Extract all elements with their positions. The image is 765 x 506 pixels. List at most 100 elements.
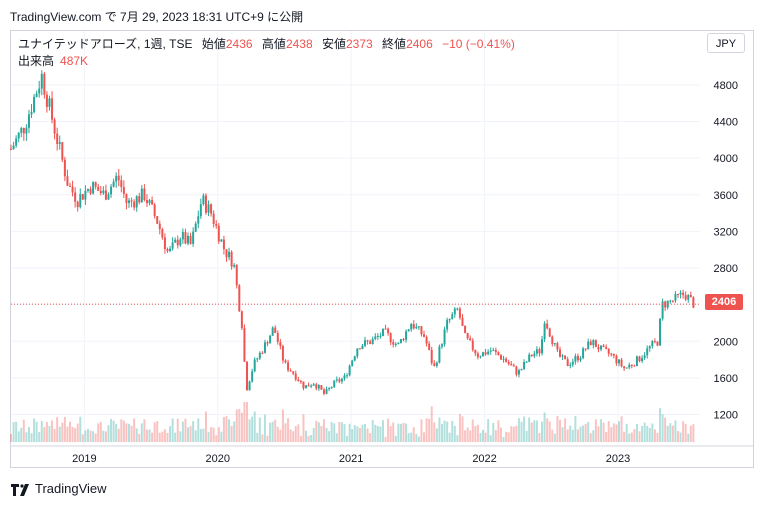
candle-body <box>130 200 133 202</box>
volume-bar <box>669 423 672 442</box>
candle-body <box>687 294 690 300</box>
candle-body <box>448 319 451 321</box>
volume-bar <box>38 432 41 442</box>
volume-bar <box>453 425 456 442</box>
volume-bar <box>12 422 15 442</box>
x-tick-label: 2020 <box>206 453 230 465</box>
candle-body <box>630 364 633 366</box>
low-label: 安値 <box>321 37 346 51</box>
volume-bar <box>122 420 125 442</box>
candle-body <box>364 340 367 346</box>
candle-body <box>489 350 492 352</box>
currency-button[interactable]: JPY <box>707 33 745 53</box>
volume-bar <box>643 422 646 442</box>
candle-body <box>405 331 408 340</box>
candle-body <box>528 354 531 362</box>
volume-bar <box>317 422 320 442</box>
candle-body <box>525 361 528 363</box>
candle-body <box>74 192 77 202</box>
candle-body <box>443 329 446 345</box>
candle-body <box>125 193 128 204</box>
volume-bar <box>166 432 169 442</box>
candle-body <box>625 367 628 369</box>
volume-bar <box>171 418 174 442</box>
candle-body <box>212 213 215 225</box>
candle-body <box>61 142 64 160</box>
candle-body <box>358 348 361 350</box>
candle-body <box>397 342 400 345</box>
candle-body <box>292 371 295 374</box>
close-value: 2406 <box>406 37 433 51</box>
candle-body <box>317 385 320 389</box>
candle-body <box>502 358 505 360</box>
volume-bar <box>251 416 254 442</box>
volume-bar <box>515 425 518 442</box>
volume-bar <box>379 426 382 442</box>
candle-body <box>251 371 254 382</box>
volume-bar <box>389 426 392 442</box>
volume-bar <box>620 416 623 442</box>
candle-body <box>45 94 48 107</box>
candle-body <box>253 359 256 372</box>
volume-bar <box>405 423 408 442</box>
y-tick-label: 4000 <box>714 153 738 165</box>
candle-body <box>381 328 384 336</box>
candle-body <box>322 389 325 394</box>
candle-body <box>617 359 620 364</box>
volume-bar <box>281 409 284 442</box>
candle-body <box>315 384 318 389</box>
volume-bar <box>10 434 12 442</box>
candle-body <box>659 318 662 346</box>
candle-body <box>494 350 497 353</box>
candle-body <box>561 355 564 357</box>
candle-body <box>548 328 551 337</box>
volume-bar <box>569 425 572 442</box>
volume-bar <box>461 416 464 442</box>
volume-bar <box>153 422 156 442</box>
volume-bar <box>558 419 561 442</box>
volume-bar <box>225 416 228 442</box>
candle-body <box>387 328 390 334</box>
volume-bar <box>630 432 633 442</box>
volume-bar <box>248 419 251 442</box>
candle-body <box>612 353 615 356</box>
candle-body <box>210 204 213 214</box>
volume-bar <box>392 422 395 442</box>
candle-body <box>564 355 567 360</box>
candle-body <box>207 204 210 213</box>
candle-body <box>102 190 105 194</box>
candle-body <box>517 370 520 375</box>
candle-body <box>110 186 113 195</box>
volume-bar <box>330 421 333 442</box>
candle-body <box>466 332 469 339</box>
volume-legend: 出来高 487K <box>18 52 88 69</box>
volume-bar <box>117 428 120 442</box>
candle-body <box>192 231 195 244</box>
candle-body <box>274 327 277 334</box>
chart-frame[interactable] <box>10 30 754 468</box>
volume-bar <box>217 427 220 442</box>
candle-body <box>415 326 418 329</box>
volume-bar <box>523 416 526 442</box>
volume-bar <box>294 426 297 442</box>
candle-body <box>633 365 636 367</box>
volume-bar <box>15 421 18 442</box>
volume-bar <box>435 428 438 442</box>
candle-body <box>440 344 443 347</box>
candle-body <box>99 190 102 194</box>
candle-body <box>320 385 323 390</box>
volume-bar <box>17 431 20 442</box>
volume-bar <box>628 433 631 442</box>
volume-bar <box>659 408 662 442</box>
candle-body <box>456 308 459 310</box>
volume-bar <box>412 427 415 442</box>
volume-bar <box>86 429 89 442</box>
volume-bar <box>338 421 341 442</box>
candle-body <box>453 308 456 315</box>
tradingview-logo[interactable]: TradingView <box>11 481 107 496</box>
volume-bar <box>84 430 87 442</box>
candle-body <box>117 175 120 181</box>
candle-body <box>284 360 287 363</box>
candle-body <box>384 328 387 330</box>
